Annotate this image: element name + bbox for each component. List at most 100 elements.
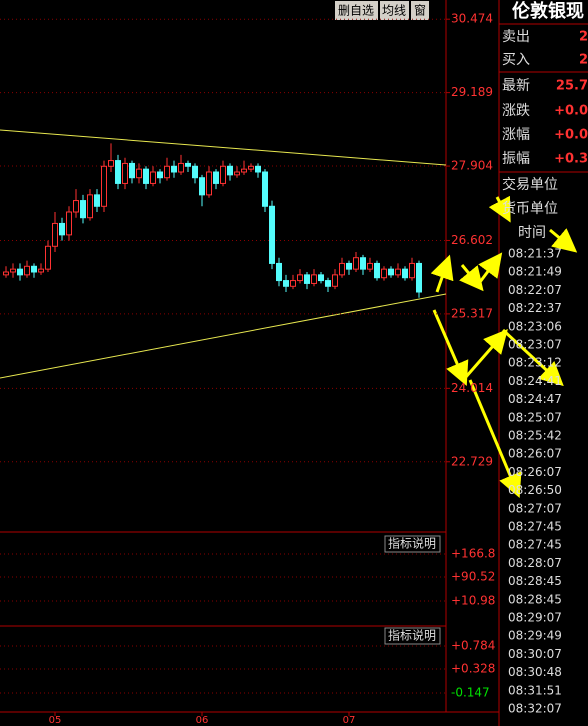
candle-body (143, 168, 149, 184)
trade-time: 08:21:37 (508, 247, 562, 261)
candle-body (31, 265, 37, 273)
trade-time: 08:23:06 (508, 319, 562, 333)
button-label[interactable]: 窗 (414, 4, 426, 18)
indicator-title[interactable]: 指标说明 (388, 628, 436, 643)
candle-body (283, 280, 289, 287)
y-tick-label: +166.8 (451, 547, 495, 561)
field-value: 2 (579, 53, 588, 68)
candle-body (395, 268, 401, 276)
trade-time: 08:28:45 (508, 574, 562, 588)
candle-body (59, 222, 65, 236)
candle-body (3, 271, 9, 276)
candle-body (367, 262, 373, 270)
trade-time: 08:32:07 (508, 702, 562, 716)
candle-body (199, 177, 205, 196)
candle-body (297, 274, 303, 282)
y-tick-label: 22.729 (451, 454, 493, 468)
candle-body (206, 171, 212, 196)
candle-body (388, 268, 394, 276)
indicator-button[interactable] (384, 627, 441, 645)
candle-body (339, 262, 345, 276)
candle-body (276, 262, 282, 282)
candle-body (227, 165, 233, 176)
annotation-arrows (430, 195, 578, 499)
candle-body (80, 200, 86, 219)
candle-body (157, 171, 163, 179)
field-label: 涨幅 (502, 127, 530, 143)
candle-body (178, 162, 184, 173)
field-label: 涨跌 (502, 103, 530, 119)
field-label: 买入 (502, 52, 530, 68)
trade-time: 08:26:50 (508, 483, 562, 497)
candle-body (185, 162, 191, 167)
candle-body (213, 171, 219, 184)
candle-body (150, 171, 156, 184)
field-value: +0.0 (554, 104, 588, 119)
candle-body (402, 268, 408, 279)
candle-body (129, 162, 135, 179)
y-tick-label: 30.474 (451, 12, 493, 26)
trend-line (0, 293, 447, 379)
button-label[interactable]: 均线 (382, 4, 406, 18)
trade-time: 08:23:07 (508, 338, 562, 352)
x-tick-label: 07 (343, 715, 356, 726)
candle-body (171, 165, 177, 173)
candle-body (115, 160, 121, 184)
y-tick-label: -0.147 (451, 686, 490, 700)
candle-body (353, 257, 359, 270)
candle-body (318, 274, 324, 282)
candle-body (409, 262, 415, 279)
candle-body (269, 205, 275, 264)
trade-time: 08:28:07 (508, 556, 562, 570)
y-tick-label: 29.189 (451, 85, 493, 99)
field-value: 2 (579, 30, 588, 45)
trade-time: 08:25:07 (508, 410, 562, 424)
toolbar-button[interactable] (380, 1, 409, 20)
x-tick-label: 06 (196, 715, 209, 726)
field-value: +0.0 (554, 128, 588, 143)
candle-body (332, 274, 338, 287)
trade-time: 08:29:07 (508, 611, 562, 625)
candle-body (255, 165, 261, 173)
candle-body (136, 168, 142, 179)
y-tick-label: 27.904 (451, 159, 493, 173)
trade-time: 08:26:07 (508, 465, 562, 479)
toolbar-button[interactable] (411, 1, 429, 20)
candle-body (360, 257, 366, 270)
trade-time: 08:29:49 (508, 629, 562, 643)
trade-time: 08:24:47 (508, 392, 562, 406)
trade-time: 08:22:37 (508, 301, 562, 315)
candle-body (416, 262, 422, 293)
button-label[interactable]: 删自选 (338, 4, 374, 18)
candle-body (73, 200, 79, 213)
candle-body (38, 268, 44, 273)
y-tick-label: +10.98 (451, 594, 495, 608)
candle-body (346, 262, 352, 270)
candle-body (325, 280, 331, 287)
candle-body (262, 171, 268, 207)
trade-time: 08:27:45 (508, 538, 562, 552)
candle-body (94, 194, 100, 207)
candle-body (66, 211, 72, 236)
field-label: 卖出 (502, 29, 530, 45)
trade-time: 08:26:07 (508, 447, 562, 461)
trade-time: 08:23:12 (508, 356, 562, 370)
candle-body (241, 168, 247, 173)
trade-time: 08:27:07 (508, 501, 562, 515)
field-label: 交易单位 (502, 176, 558, 193)
toolbar-button[interactable] (335, 1, 378, 20)
y-tick-label: +0.328 (451, 662, 495, 676)
y-tick-label: +90.52 (451, 570, 495, 584)
field-label: 振幅 (502, 151, 530, 167)
trade-time: 08:24:41 (508, 374, 562, 388)
candle-body (248, 165, 254, 170)
indicator-button[interactable] (384, 535, 441, 553)
candle-body (101, 165, 107, 207)
candle-body (164, 165, 170, 179)
indicator-title[interactable]: 指标说明 (388, 536, 436, 551)
trade-time: 08:25:42 (508, 429, 562, 443)
candle-body (290, 280, 296, 287)
